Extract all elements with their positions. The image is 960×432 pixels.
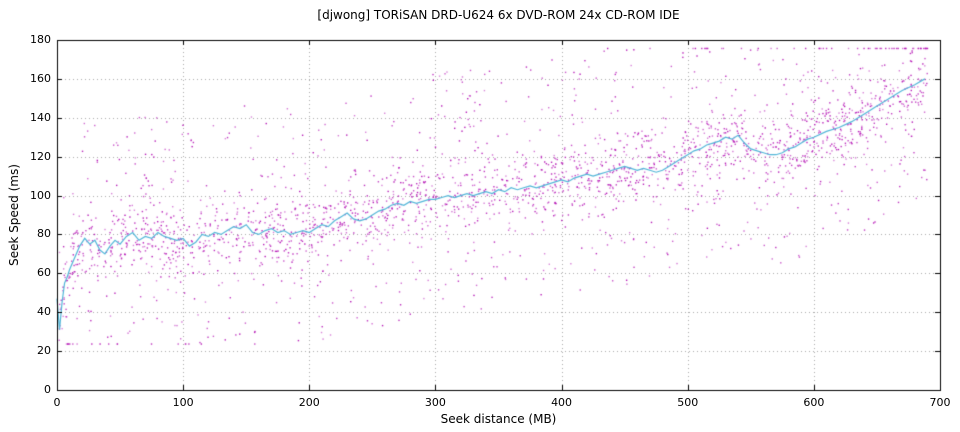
chart-title: [djwong] TORiSAN DRD-U624 6x DVD-ROM 24x…: [317, 8, 680, 22]
x-tick-label: 500: [677, 396, 699, 409]
y-tick-label: 140: [30, 110, 51, 124]
y-tick-label: 120: [30, 149, 51, 163]
y-tick-label: 80: [37, 227, 51, 241]
x-tick-label: 400: [551, 396, 573, 409]
y-tick-label: 180: [30, 33, 51, 46]
x-tick-label: 200: [298, 396, 320, 409]
x-tick-label: 700: [929, 396, 951, 409]
x-tick-label: 100: [172, 396, 194, 409]
y-tick-label: 20: [37, 344, 51, 358]
y-tick-label: 100: [30, 188, 51, 202]
y-tick-label: 160: [30, 71, 51, 85]
x-tick-label: 300: [424, 396, 446, 409]
y-tick-label: 0: [44, 383, 51, 396]
y-axis-label: Seek Speed (ms): [7, 164, 21, 266]
y-tick-label: 40: [37, 305, 51, 319]
x-axis-label: Seek distance (MB): [440, 412, 557, 426]
y-tick-label: 60: [37, 266, 51, 280]
x-tick-label: 600: [803, 396, 825, 409]
x-tick-label: 0: [53, 396, 61, 409]
